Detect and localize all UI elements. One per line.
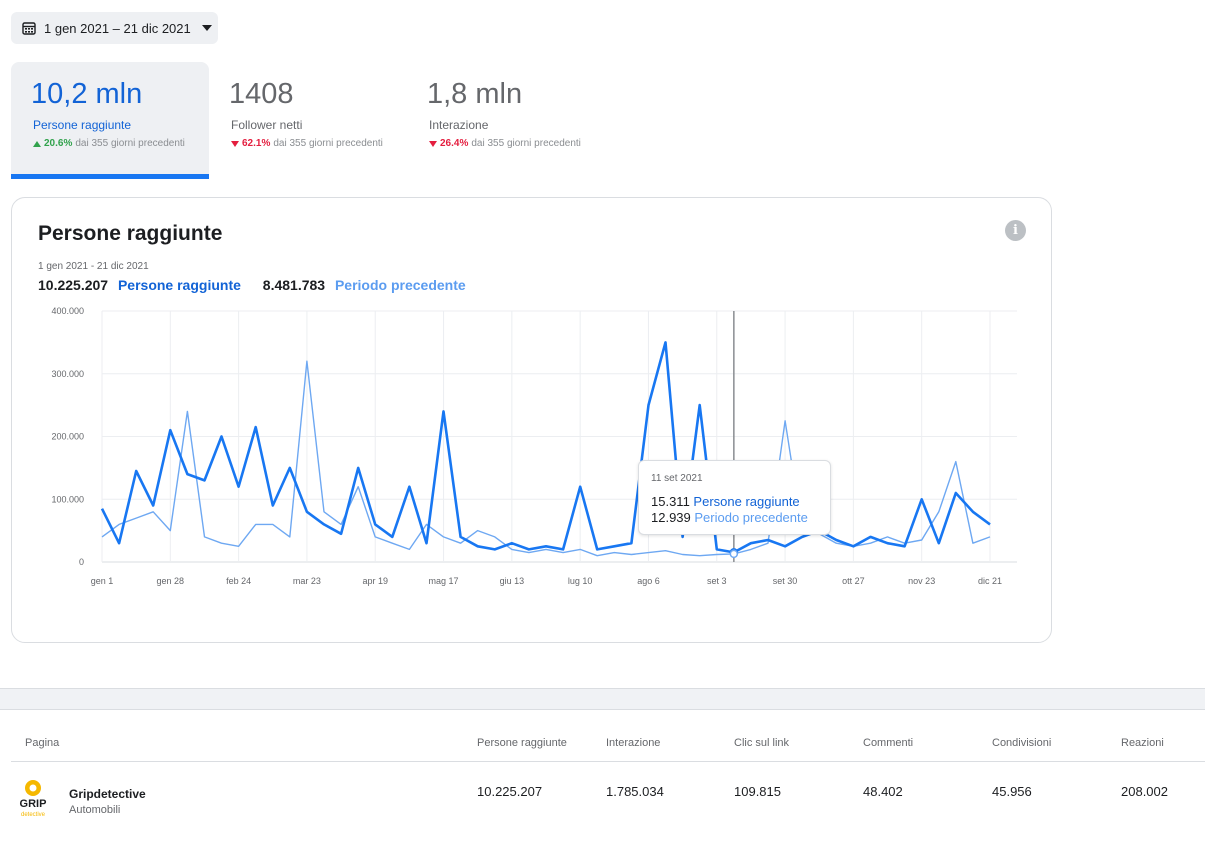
pages-table: Pagina Persone raggiunte Interazione Cli… xyxy=(0,710,1205,850)
tooltip-current: 15.311 Persone raggiunte xyxy=(651,494,800,509)
page-name-link[interactable]: Gripdetective xyxy=(69,787,146,801)
cell-persone-raggiunte: 10.225.207 xyxy=(477,784,543,799)
cell-reazioni: 208.002 xyxy=(1121,784,1168,799)
tab-persone-raggiunte[interactable]: 10,2 mln Persone raggiunte 20.6% dai 355… xyxy=(11,62,209,179)
change-compare: dai 355 giorni precedenti xyxy=(471,138,581,149)
metric-value: 1,8 mln xyxy=(427,78,523,110)
logo-subtext: detective xyxy=(21,812,46,818)
y-tick-label: 200.000 xyxy=(51,432,84,442)
x-tick-label: nov 23 xyxy=(908,576,935,586)
x-tick-label: set 30 xyxy=(773,576,798,586)
chart-card: Persone raggiunte i 1 gen 2021 - 21 dic … xyxy=(11,197,1052,643)
chart-totals: 10.225.207 Persone raggiunte 8.481.783 P… xyxy=(38,277,466,293)
chart-title: Persone raggiunte xyxy=(38,222,223,245)
current-total: 10.225.207 xyxy=(38,277,109,293)
logo-text: GRIP xyxy=(20,798,47,810)
previous-total: 8.481.783 xyxy=(262,277,326,293)
chart-tooltip: 11 set 2021 15.311 Persone raggiunte 12.… xyxy=(638,460,831,535)
info-icon[interactable]: i xyxy=(1005,220,1026,241)
tab-interazione[interactable]: 1,8 mln Interazione 26.4% dai 355 giorni… xyxy=(407,62,605,179)
header-commenti[interactable]: Commenti xyxy=(863,737,914,749)
header-condivisioni[interactable]: Condivisioni xyxy=(992,737,1052,749)
tooltip-current-label: Persone raggiunte xyxy=(693,494,800,509)
x-tick-label: lug 10 xyxy=(568,576,593,586)
current-total-label: Persone raggiunte xyxy=(117,277,241,293)
y-tick-label: 100.000 xyxy=(51,494,84,504)
x-tick-label: feb 24 xyxy=(226,576,251,586)
date-range-selector[interactable]: 1 gen 2021 – 21 dic 2021 xyxy=(11,12,218,44)
section-divider xyxy=(0,688,1205,710)
metric-label: Interazione xyxy=(429,118,489,132)
arrow-up-icon xyxy=(33,140,41,147)
series-line-previous xyxy=(101,360,991,557)
change-percent: 26.4% xyxy=(440,138,469,149)
highlight-point xyxy=(729,549,739,559)
page-logo: GRIP detective xyxy=(20,780,47,818)
metric-change: 20.6% dai 355 giorni precedenti xyxy=(33,138,185,149)
chevron-down-icon xyxy=(201,25,212,31)
x-tick-label: gen 1 xyxy=(91,576,114,586)
x-tick-label: ott 27 xyxy=(842,576,865,586)
tooltip-previous: 12.939 Periodo precedente xyxy=(651,510,808,525)
x-tick-label: ago 6 xyxy=(637,576,660,586)
tooltip-previous-value: 12.939 xyxy=(651,510,691,525)
x-tick-label: gen 28 xyxy=(157,576,185,586)
x-tick-label: giu 13 xyxy=(500,576,525,586)
chart-date-range: 1 gen 2021 - 21 dic 2021 xyxy=(38,261,149,272)
cell-condivisioni: 45.956 xyxy=(992,784,1032,799)
table-divider xyxy=(11,761,1205,762)
x-tick-label: set 3 xyxy=(707,576,727,586)
y-tick-label: 300.000 xyxy=(51,369,84,379)
x-tick-label: mag 17 xyxy=(429,576,459,586)
tooltip-current-value: 15.311 xyxy=(651,494,690,509)
header-clic-sul-link[interactable]: Clic sul link xyxy=(734,737,790,749)
header-reazioni[interactable]: Reazioni xyxy=(1121,737,1164,749)
x-tick-label: mar 23 xyxy=(293,576,321,586)
tab-follower-netti[interactable]: 1408 Follower netti 62.1% dai 355 giorni… xyxy=(209,62,407,179)
change-percent: 20.6% xyxy=(44,138,73,149)
metric-change: 62.1% dai 355 giorni precedenti xyxy=(231,138,383,149)
calendar-icon xyxy=(22,22,36,35)
reach-line-chart[interactable]: 0 100.000 200.000 300.000 400.000 gen 1 gen 28… xyxy=(12,198,1051,642)
cell-clic-sul-link: 109.815 xyxy=(734,784,781,799)
cell-interazione: 1.785.034 xyxy=(606,784,664,799)
tooltip-previous-label: Periodo precedente xyxy=(694,510,808,525)
arrow-down-icon xyxy=(429,140,437,147)
change-percent: 62.1% xyxy=(242,138,271,149)
cell-commenti: 48.402 xyxy=(863,784,903,799)
date-range-label: 1 gen 2021 – 21 dic 2021 xyxy=(44,20,191,36)
previous-total-label: Periodo precedente xyxy=(334,277,466,293)
y-tick-label: 0 xyxy=(79,557,84,567)
series-line-current xyxy=(100,341,991,554)
arrow-down-icon xyxy=(231,140,239,147)
y-tick-label: 400.000 xyxy=(51,306,84,316)
page-category: Automobili xyxy=(69,804,121,816)
tooltip-date: 11 set 2021 xyxy=(651,473,703,484)
change-compare: dai 355 giorni precedenti xyxy=(75,138,185,149)
header-persone-raggiunte[interactable]: Persone raggiunte xyxy=(477,737,567,749)
metric-change: 26.4% dai 355 giorni precedenti xyxy=(429,138,581,149)
header-pagina: Pagina xyxy=(25,737,60,749)
metric-label: Follower netti xyxy=(231,118,303,132)
x-tick-label: dic 21 xyxy=(978,576,1002,586)
x-tick-label: apr 19 xyxy=(362,576,388,586)
metric-value: 1408 xyxy=(229,78,294,110)
change-compare: dai 355 giorni precedenti xyxy=(273,138,383,149)
metric-value: 10,2 mln xyxy=(31,78,143,110)
metric-label: Persone raggiunte xyxy=(33,118,132,132)
header-interazione[interactable]: Interazione xyxy=(606,737,661,749)
